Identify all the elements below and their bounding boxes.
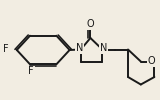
Text: O: O xyxy=(148,56,155,66)
Text: N: N xyxy=(100,43,107,53)
Text: O: O xyxy=(87,19,94,29)
Text: N: N xyxy=(76,43,83,53)
Text: F: F xyxy=(28,66,34,76)
Text: F: F xyxy=(3,44,9,54)
